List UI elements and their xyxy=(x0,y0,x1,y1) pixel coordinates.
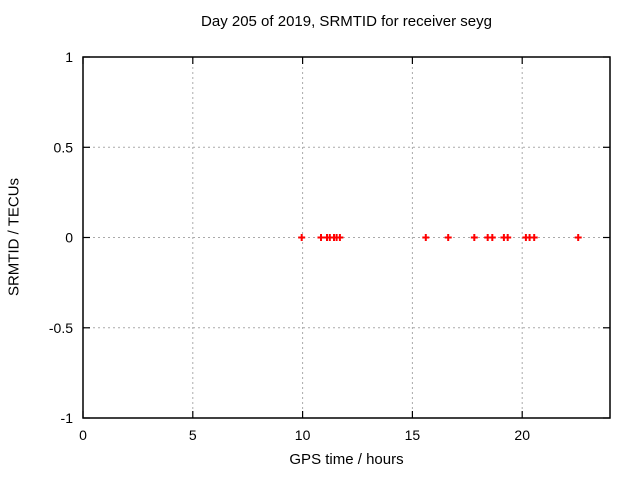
y-tick-label: -0.5 xyxy=(49,320,73,336)
y-tick-label: 0.5 xyxy=(54,139,74,155)
data-point-marker xyxy=(470,234,478,241)
x-axis-label: GPS time / hours xyxy=(289,451,404,468)
data-point-marker xyxy=(317,234,325,241)
data-point-marker xyxy=(574,234,582,241)
data-point-marker xyxy=(504,234,512,241)
data-point-marker xyxy=(336,234,344,241)
data-point-marker xyxy=(530,234,538,241)
y-tick-label: 1 xyxy=(65,49,73,65)
x-tick-label: 10 xyxy=(295,427,311,443)
x-tick-label: 20 xyxy=(514,427,530,443)
x-tick-label: 0 xyxy=(79,427,87,443)
x-tick-label: 15 xyxy=(405,427,421,443)
x-tick-label: 5 xyxy=(189,427,197,443)
y-tick-label: -1 xyxy=(61,410,74,426)
data-point-marker xyxy=(488,234,496,241)
data-point-marker xyxy=(444,234,452,241)
data-point-marker xyxy=(422,234,430,241)
data-point-marker xyxy=(298,234,306,241)
plot-border xyxy=(82,56,611,419)
chart-title: Day 205 of 2019, SRMTID for receiver sey… xyxy=(201,13,492,30)
y-tick-label: 0 xyxy=(65,230,73,246)
